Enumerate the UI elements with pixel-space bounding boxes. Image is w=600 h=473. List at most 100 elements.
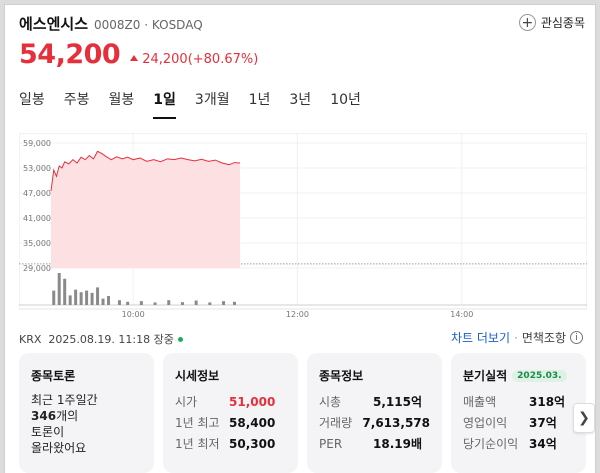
row-label: 1년 최저: [175, 437, 220, 451]
price-change-value: 24,200(+80.67%): [142, 52, 259, 67]
row-label: 거래량: [319, 416, 353, 430]
volume-bar: [68, 295, 72, 305]
chevron-right-icon: ❯: [578, 410, 590, 426]
x-tick-label: 10:00: [122, 310, 145, 319]
y-tick-label: 53,000: [23, 164, 51, 173]
card-title: 종목토론: [31, 369, 76, 383]
row-value: 34억: [529, 437, 557, 451]
fin-row: 영업이익 37억: [463, 413, 574, 434]
volume-bar: [153, 302, 157, 305]
links-separator: ·: [514, 330, 518, 345]
row-value: 50,300: [229, 437, 276, 451]
price-change: 24,200(+80.67%): [130, 52, 258, 67]
volume-bar: [101, 298, 105, 305]
row-value: 318억: [529, 395, 566, 409]
row-value: 7,613,578: [362, 416, 430, 430]
status-timestamp: 2025.08.19. 11:18 장중: [48, 333, 174, 346]
fin-row: 당기순이익 34억: [463, 434, 574, 455]
stock-header: 에스엔시스 0008Z0 · KOSDAQ: [19, 13, 203, 34]
forum-line: 올라왔어요: [31, 441, 87, 455]
volume-bar: [74, 289, 78, 305]
y-tick-label: 59,000: [23, 139, 51, 148]
stock-name[interactable]: 에스엔시스: [19, 15, 89, 33]
y-tick-label: 35,000: [23, 239, 51, 248]
row-value: 58,400: [229, 416, 276, 430]
row-label: 영업이익: [463, 416, 508, 430]
volume-bar: [222, 301, 226, 305]
info-row: PER 18.19배: [319, 434, 430, 455]
volume-bar: [57, 273, 61, 305]
row-value: 37억: [529, 416, 557, 430]
row-value: 18.19배: [373, 437, 422, 451]
live-indicator-icon: [177, 336, 183, 342]
quarter-badge: 2025.03.: [512, 369, 567, 382]
card-title: 종목정보: [319, 369, 364, 383]
quote-row: 1년 최고 58,400: [175, 413, 286, 434]
next-cards-button[interactable]: ❯: [573, 403, 595, 433]
volume-bar: [63, 278, 67, 305]
tab-monthly[interactable]: 월봉: [108, 92, 135, 108]
tab-1day[interactable]: 1일: [153, 89, 176, 119]
tab-3months[interactable]: 3개월: [194, 92, 230, 108]
card-stock-info[interactable]: 종목정보 시총 5,115억 거래량 7,613,578 PER 18.19배: [307, 353, 442, 473]
x-tick-label: 14:00: [450, 310, 473, 319]
x-tick-label: 12:00: [286, 310, 309, 319]
card-title-row: 분기실적 2025.03.: [463, 367, 574, 384]
row-value: 51,000: [229, 395, 276, 409]
forum-count-line: 346개의: [31, 408, 142, 424]
price-row: 54,200 24,200(+80.67%): [19, 39, 258, 70]
period-tabs: 일봉 주봉 월봉 1일 3개월 1년 3년 10년: [19, 89, 380, 119]
volume-bar: [167, 300, 171, 305]
forum-line: 최근 1주일간: [31, 393, 98, 407]
tab-3years[interactable]: 3년: [289, 92, 312, 108]
tab-weekly[interactable]: 주봉: [63, 92, 90, 108]
card-title: 시세정보: [175, 369, 220, 383]
volume-bar: [96, 287, 100, 305]
card-financials[interactable]: 분기실적 2025.03. 매출액 318억 영업이익 37억 당기순이익 34억: [451, 353, 586, 473]
quote-row: 1년 최저 50,300: [175, 434, 286, 455]
row-label: PER: [319, 437, 343, 451]
volume-bar: [117, 300, 121, 305]
tab-daily[interactable]: 일봉: [19, 92, 45, 108]
stock-code: 0008Z0: [94, 18, 141, 32]
volume-bar: [90, 292, 94, 305]
plus-icon: +: [518, 14, 536, 31]
quote-row: 시가 51,000: [175, 392, 286, 413]
y-tick-label: 47,000: [23, 189, 51, 198]
price-line: [50, 150, 240, 191]
tab-1year[interactable]: 1년: [248, 92, 271, 108]
forum-count-suffix: 개의: [56, 409, 79, 423]
fin-row: 매출액 318억: [463, 392, 574, 413]
favorite-button[interactable]: + 관심종목: [518, 14, 585, 31]
market-name: KOSDAQ: [151, 18, 203, 32]
volume-bar: [52, 290, 56, 305]
volume-bar: [208, 302, 212, 305]
meta-separator: ·: [144, 18, 149, 32]
volume-bar: [232, 301, 236, 305]
card-title: 분기실적: [463, 369, 508, 383]
volume-bar: [107, 296, 111, 305]
chart-links: 차트 더보기 · 면책조항 i: [451, 329, 583, 346]
stock-widget: 에스엔시스 0008Z0 · KOSDAQ + 관심종목 54,200 24,2…: [4, 4, 596, 473]
info-row: 시총 5,115억: [319, 392, 430, 413]
volume-bar: [194, 300, 198, 305]
volume-bar: [79, 292, 83, 305]
y-tick-label: 41,000: [23, 214, 51, 223]
y-tick-label: 29,000: [23, 264, 51, 273]
volume-bar: [180, 302, 184, 305]
info-row: 거래량 7,613,578: [319, 413, 430, 434]
forum-count: 346: [31, 409, 57, 423]
up-triangle-icon: [130, 55, 139, 61]
tab-10years[interactable]: 10년: [330, 92, 361, 108]
stock-meta: 0008Z0 · KOSDAQ: [94, 18, 203, 32]
more-chart-link[interactable]: 차트 더보기: [450, 331, 510, 345]
card-quote[interactable]: 시세정보 시가 51,000 1년 최고 58,400 1년 최저 50,300: [163, 353, 298, 473]
disclaimer-link[interactable]: 면책조항: [521, 331, 566, 345]
market-status: KRX 2025.08.19. 11:18 장중: [19, 331, 183, 347]
row-label: 매출액: [463, 395, 497, 409]
card-forum[interactable]: 종목토론 최근 1주일간 346개의 토론이 올라왔어요: [19, 353, 154, 473]
volume-bar: [85, 290, 89, 305]
info-icon[interactable]: i: [570, 331, 583, 344]
row-label: 1년 최고: [175, 416, 220, 430]
intraday-chart[interactable]: 59,000 53,000 47,000 41,000 35,000 29,000 10:0…: [19, 133, 587, 323]
